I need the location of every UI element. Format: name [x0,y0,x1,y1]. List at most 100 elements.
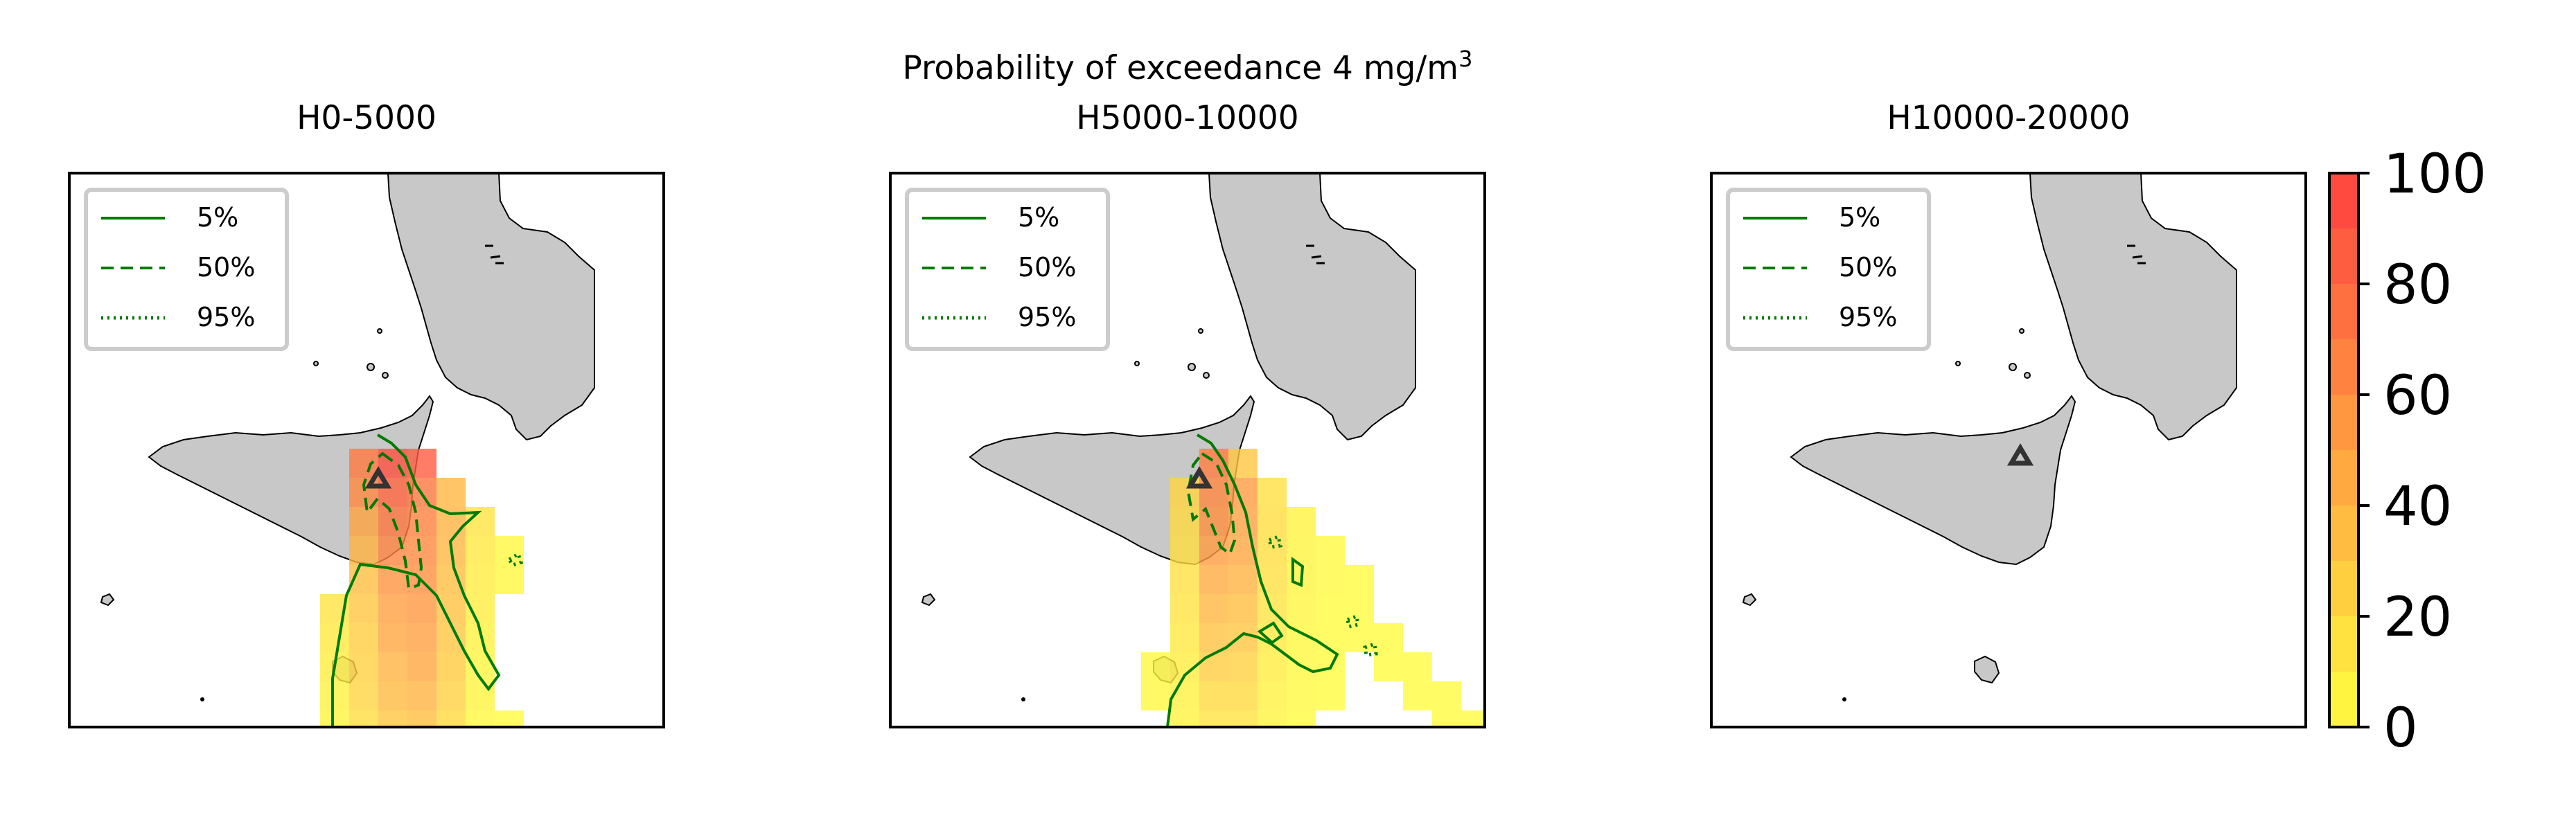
heatmap-cell [1170,536,1199,565]
heatmap-cell [1287,594,1316,623]
heatmap-cell [1170,565,1199,594]
heatmap-cell [436,507,466,536]
small-island [377,328,382,334]
heatmap-cell [1258,536,1287,565]
contour-5pct [331,433,501,727]
contour-50pct [1186,451,1237,557]
small-island [1842,697,1846,701]
heatmap-cell [1316,536,1345,565]
contour-5pct-island [1257,557,1305,645]
heatmap-cell [1170,507,1199,536]
suptitle-text: Probability of exceedance 4 mg/m [903,49,1459,87]
heatmap-cell [378,710,407,727]
legend-label: 5% [1839,202,1880,233]
panel-title: H5000-10000 [1076,99,1298,137]
probability-field [320,449,524,798]
heatmap-cell [378,740,407,769]
small-island [100,593,115,607]
colorbar-band [2329,339,2358,395]
calabria-landmass [2029,173,2237,441]
contour-lines [1166,433,1378,727]
heatmap-cell [1374,652,1403,681]
legend-box: 5% 50% 95% [1726,188,1931,351]
colorbar-band [2329,173,2358,229]
heatmap-cell [495,536,524,565]
heatmap-cell [407,623,436,652]
heatmap-cell [407,594,436,623]
heatmap-cell [436,594,466,623]
small-island [1742,593,1757,607]
heatmap-cell [1316,565,1345,594]
legend-label: 5% [197,202,238,233]
colorbar-band [2329,229,2358,284]
panel-h10000-20000: H10000-20000 5% [1710,99,2307,728]
small-island [1021,697,1025,701]
axes-frame [68,172,665,728]
heatmap-cell [1141,652,1170,681]
heatmap-cell [378,769,407,798]
heatmap-cell [407,710,436,727]
heatmap-cell [349,652,378,681]
heatmap-cell [407,652,436,681]
small-island [382,372,389,379]
heatmap-cell [1287,740,1316,769]
heatmap-cell [436,478,466,507]
legend-label: 5% [1018,202,1059,233]
heatmap-cell [1228,449,1258,478]
heatmap-cell [349,681,378,710]
colorbar-band [2329,284,2358,339]
vent-marker-icon [364,466,392,489]
heatmap-cell [320,681,349,710]
small-island [2019,328,2024,334]
heatmap-cell [1287,710,1316,727]
heatmap-cell [349,536,378,565]
axes-frame [1710,172,2307,728]
plume-cells [320,449,524,798]
heatmap-cell [1287,536,1316,565]
heatmap-cell [1461,710,1485,727]
legend-label: 95% [197,302,255,332]
heatmap-cell [349,710,378,727]
heatmap-cell [1258,710,1287,727]
colorbar-band [2329,561,2358,616]
heatmap-cell [1345,623,1374,652]
heatmap-cell [1432,681,1461,710]
heatmap-cell [466,536,495,565]
heatmap-cell [1345,594,1374,623]
small-island [367,363,375,371]
heatmap-cell [1228,652,1258,681]
heatmap-cell [378,594,407,623]
heatmap-cell [349,769,378,798]
heatmap-cell [320,740,349,769]
contour-95pct [506,551,524,567]
heatmap-cell [1258,478,1287,507]
heatmap-cell [1170,623,1199,652]
heatmap-cell [349,594,378,623]
legend-box: 5% 50% 95% [84,188,289,351]
heatmap-cell [466,740,495,769]
heatmap-cell [1199,652,1228,681]
heatmap-cell [1170,740,1199,769]
colorbar-bands [2329,173,2358,727]
heatmap-cell [1316,681,1345,710]
heatmap-cell [1228,594,1258,623]
heatmap-cell [349,623,378,652]
legend-box: 5% 50% 95% [905,188,1110,351]
heatmap-cell [1432,710,1461,727]
figure-suptitle: Probability of exceedance 4 mg/m3 [903,46,1473,87]
heatmap-cell [349,740,378,769]
heatmap-cell [320,623,349,652]
heatmap-cell [436,740,466,769]
sicily-landmass [1790,395,2076,566]
heatmap-cell [436,652,466,681]
heatmap-cell [1258,623,1287,652]
malta-island [1974,655,2000,684]
probability-field [1141,449,1485,769]
heatmap-cell [1199,565,1228,594]
small-island [2024,372,2031,379]
colorbar-tick-label: 0 [2383,697,2418,760]
heatmap-cell [407,740,436,769]
small-island [1134,361,1140,366]
heatmap-cell [1228,681,1258,710]
heatmap-cell [1258,507,1287,536]
